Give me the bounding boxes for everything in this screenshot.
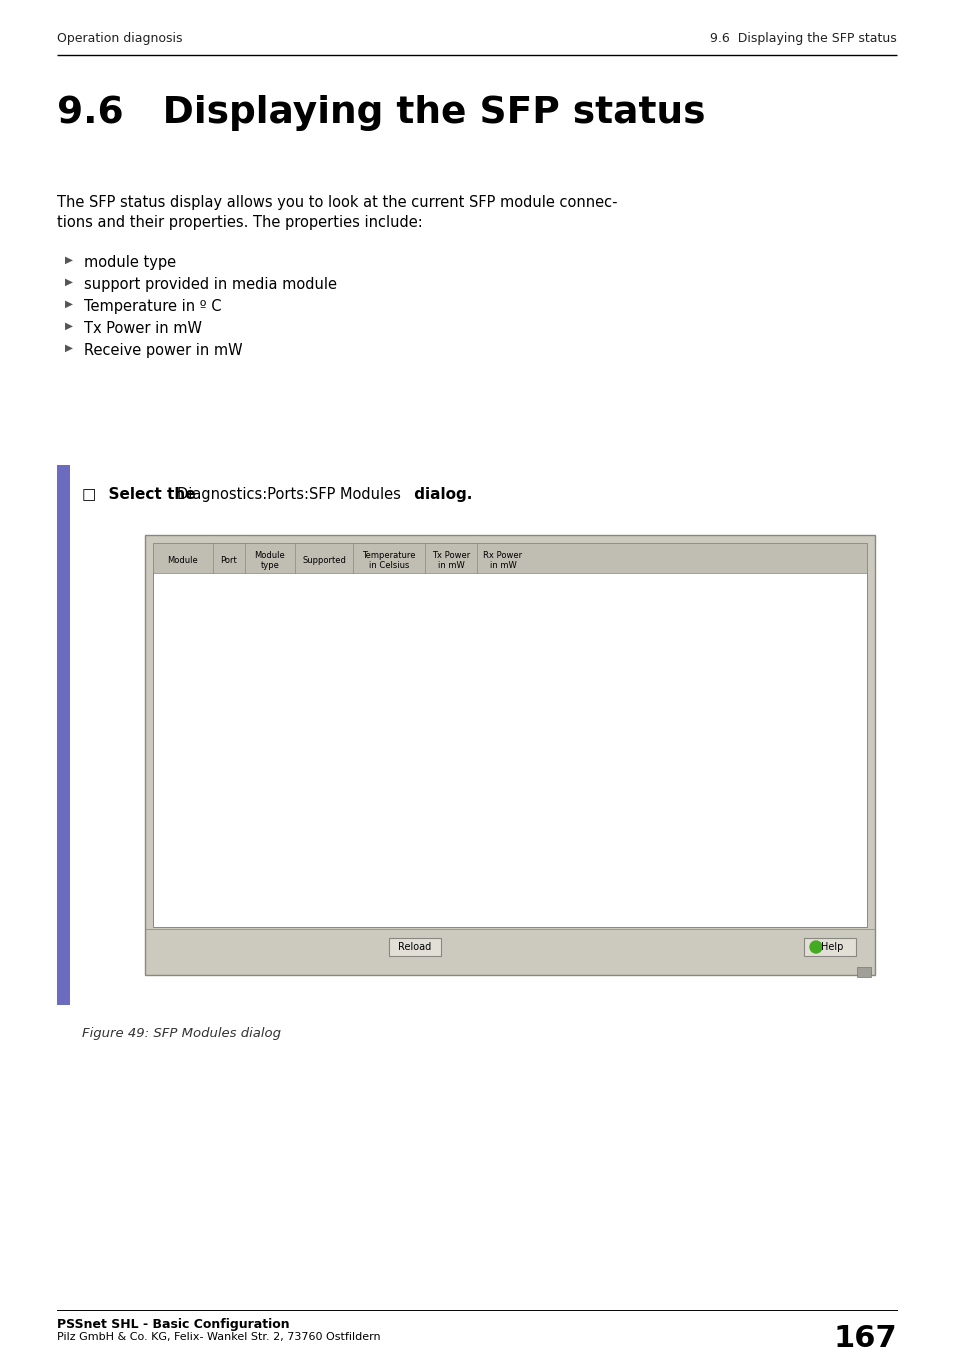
Bar	[145, 535, 874, 975]
Text: 9.6  Displaying the SFP status: 9.6 Displaying the SFP status	[709, 32, 896, 45]
Text: ▶: ▶	[65, 343, 73, 353]
Bar	[152, 543, 866, 573]
Text: Module: Module	[254, 551, 285, 561]
Text: Temperature: Temperature	[362, 551, 416, 561]
Text: in Celsius: in Celsius	[369, 561, 409, 570]
Text: Receive power in mW: Receive power in mW	[84, 343, 242, 357]
Text: Diagnostics:Ports:SFP Modules: Diagnostics:Ports:SFP Modules	[177, 487, 400, 502]
Text: 167: 167	[833, 1324, 896, 1353]
Text: Pilz GmbH & Co. KG, Felix- Wankel Str. 2, 73760 Ostfildern: Pilz GmbH & Co. KG, Felix- Wankel Str. 2…	[57, 1332, 380, 1342]
Text: Rx Power: Rx Power	[483, 551, 522, 561]
Text: □: □	[82, 487, 96, 502]
Text: Temperature in º C: Temperature in º C	[84, 299, 221, 314]
Text: in mW: in mW	[437, 561, 464, 570]
Text: Reload: Reload	[398, 942, 432, 952]
Bar	[803, 938, 855, 956]
Text: ▶: ▶	[65, 278, 73, 287]
Text: Help: Help	[820, 942, 842, 952]
Circle shape	[809, 941, 821, 953]
Bar	[152, 543, 866, 927]
Text: module type: module type	[84, 255, 176, 269]
Text: ▶: ▶	[65, 299, 73, 309]
Text: Supported: Supported	[302, 556, 346, 565]
Text: Select the: Select the	[98, 487, 201, 502]
Text: tions and their properties. The properties include:: tions and their properties. The properti…	[57, 215, 422, 230]
Text: Figure 49: SFP Modules dialog: Figure 49: SFP Modules dialog	[82, 1026, 281, 1040]
Text: ▶: ▶	[65, 321, 73, 330]
Text: 9.6   Displaying the SFP status: 9.6 Displaying the SFP status	[57, 95, 705, 131]
Text: type: type	[260, 561, 279, 570]
Text: Tx Power: Tx Power	[432, 551, 470, 561]
Text: PSSnet SHL - Basic Configuration: PSSnet SHL - Basic Configuration	[57, 1317, 290, 1331]
Text: support provided in media module: support provided in media module	[84, 278, 336, 292]
Bar	[389, 938, 440, 956]
Text: Module: Module	[168, 556, 198, 565]
Text: Port: Port	[220, 556, 237, 565]
Text: in mW: in mW	[489, 561, 516, 570]
Text: ▶: ▶	[65, 255, 73, 265]
Text: Operation diagnosis: Operation diagnosis	[57, 32, 182, 45]
Text: dialog.: dialog.	[409, 487, 472, 502]
Bar	[57, 464, 70, 1005]
Bar	[856, 967, 870, 978]
Text: The SFP status display allows you to look at the current SFP module connec-: The SFP status display allows you to loo…	[57, 195, 617, 210]
Text: Tx Power in mW: Tx Power in mW	[84, 321, 202, 336]
